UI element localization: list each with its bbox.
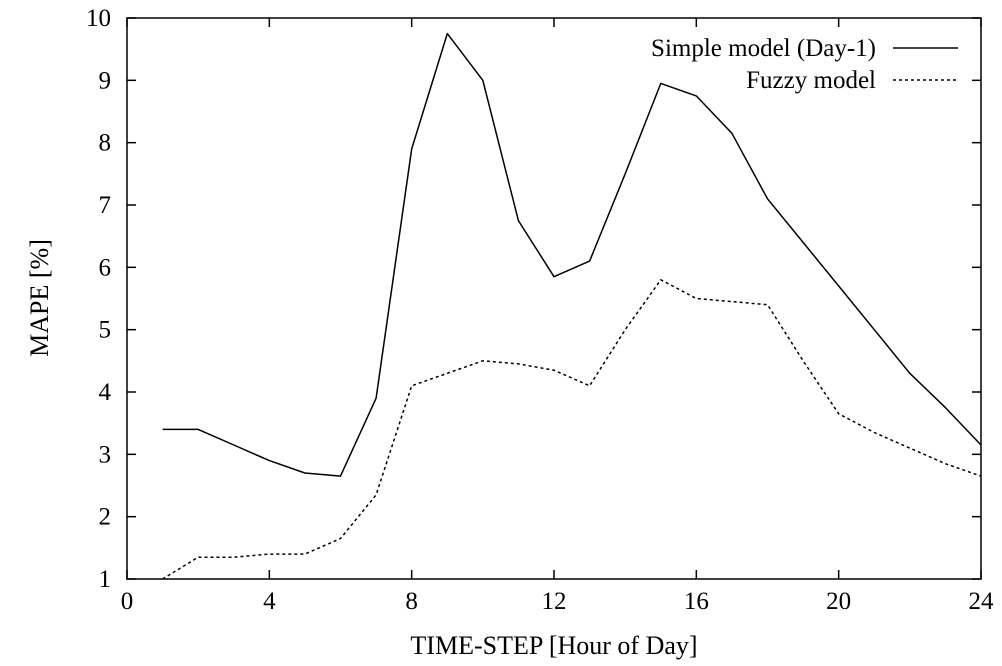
x-tick-label: 4	[263, 588, 276, 615]
x-tick-label: 16	[684, 588, 709, 615]
y-tick-label: 7	[99, 192, 112, 219]
y-axis-label: MAPE [%]	[25, 239, 54, 357]
y-tick-label: 6	[99, 254, 112, 281]
x-tick-label: 0	[121, 588, 134, 615]
x-tick-label: 8	[405, 588, 418, 615]
series-layer	[162, 32, 982, 580]
y-tick-label: 8	[99, 130, 112, 157]
y-tick-label: 5	[99, 317, 112, 344]
x-tick-label: 20	[826, 588, 851, 615]
y-tick-label: 1	[99, 566, 112, 593]
x-tick-label: 12	[542, 588, 567, 615]
series-line-fuzzy-model	[162, 279, 982, 580]
x-tick-label: 24	[969, 588, 995, 615]
legend: Simple model (Day-1) Fuzzy model	[651, 35, 958, 94]
x-axis-label: TIME-STEP [Hour of Day]	[410, 631, 697, 660]
y-tick-label: 10	[86, 5, 111, 32]
y-tick-label: 4	[99, 379, 112, 406]
legend-label-simple-model: Simple model (Day-1)	[651, 35, 876, 62]
axis-ticks	[126, 17, 982, 580]
y-tick-label: 3	[99, 441, 112, 468]
y-tick-label: 9	[99, 67, 112, 94]
legend-label-fuzzy-model: Fuzzy model	[746, 67, 876, 94]
series-line-simple-model	[162, 32, 982, 477]
y-tick-label: 2	[99, 504, 112, 531]
plot-frame	[126, 17, 982, 580]
